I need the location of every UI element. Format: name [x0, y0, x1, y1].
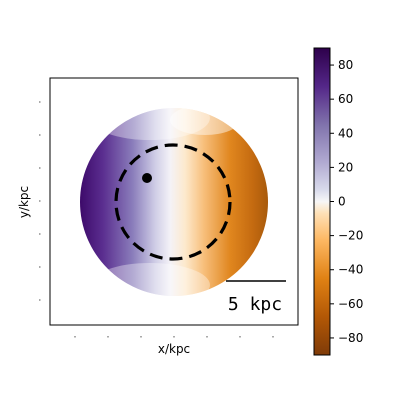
x-axis-label: x/kpc	[158, 342, 190, 356]
colorbar-tick-label: 0	[338, 195, 346, 209]
colorbar-tick-label: 60	[338, 92, 353, 106]
colorbar-tick-label: −20	[338, 229, 363, 243]
dashed-circle	[114, 143, 232, 261]
colorbar-tick-label: −40	[338, 263, 363, 277]
colorbar-tick-label: 40	[338, 126, 353, 140]
map-haze-top	[90, 108, 210, 140]
x-axis-ticks	[74, 336, 274, 338]
velocity-map	[80, 108, 268, 296]
y-axis-label: y/kpc	[17, 186, 31, 218]
marker-dot	[142, 173, 152, 183]
colorbar-tick-label: −80	[338, 331, 363, 345]
colorbar-tick-label: −60	[338, 297, 363, 311]
colorbar-gradient	[313, 47, 331, 356]
map-haze-bottom	[90, 263, 210, 296]
map-haze-right-top	[170, 108, 240, 135]
y-axis-ticks	[39, 101, 41, 301]
overlay	[114, 143, 232, 261]
colorbar-ticks: 80 60 40 20 0 −20 −40 −60 −80	[330, 58, 363, 345]
scale-bar: 5 kpc	[226, 280, 286, 315]
axes-frame	[49, 77, 299, 326]
scale-bar-label: 5 kpc	[228, 294, 282, 315]
colorbar: 80 60 40 20 0 −20 −40 −60 −80	[313, 47, 363, 356]
map-disk	[80, 108, 268, 296]
colorbar-tick-label: 80	[338, 58, 353, 72]
colorbar-tick-label: 20	[338, 160, 353, 174]
